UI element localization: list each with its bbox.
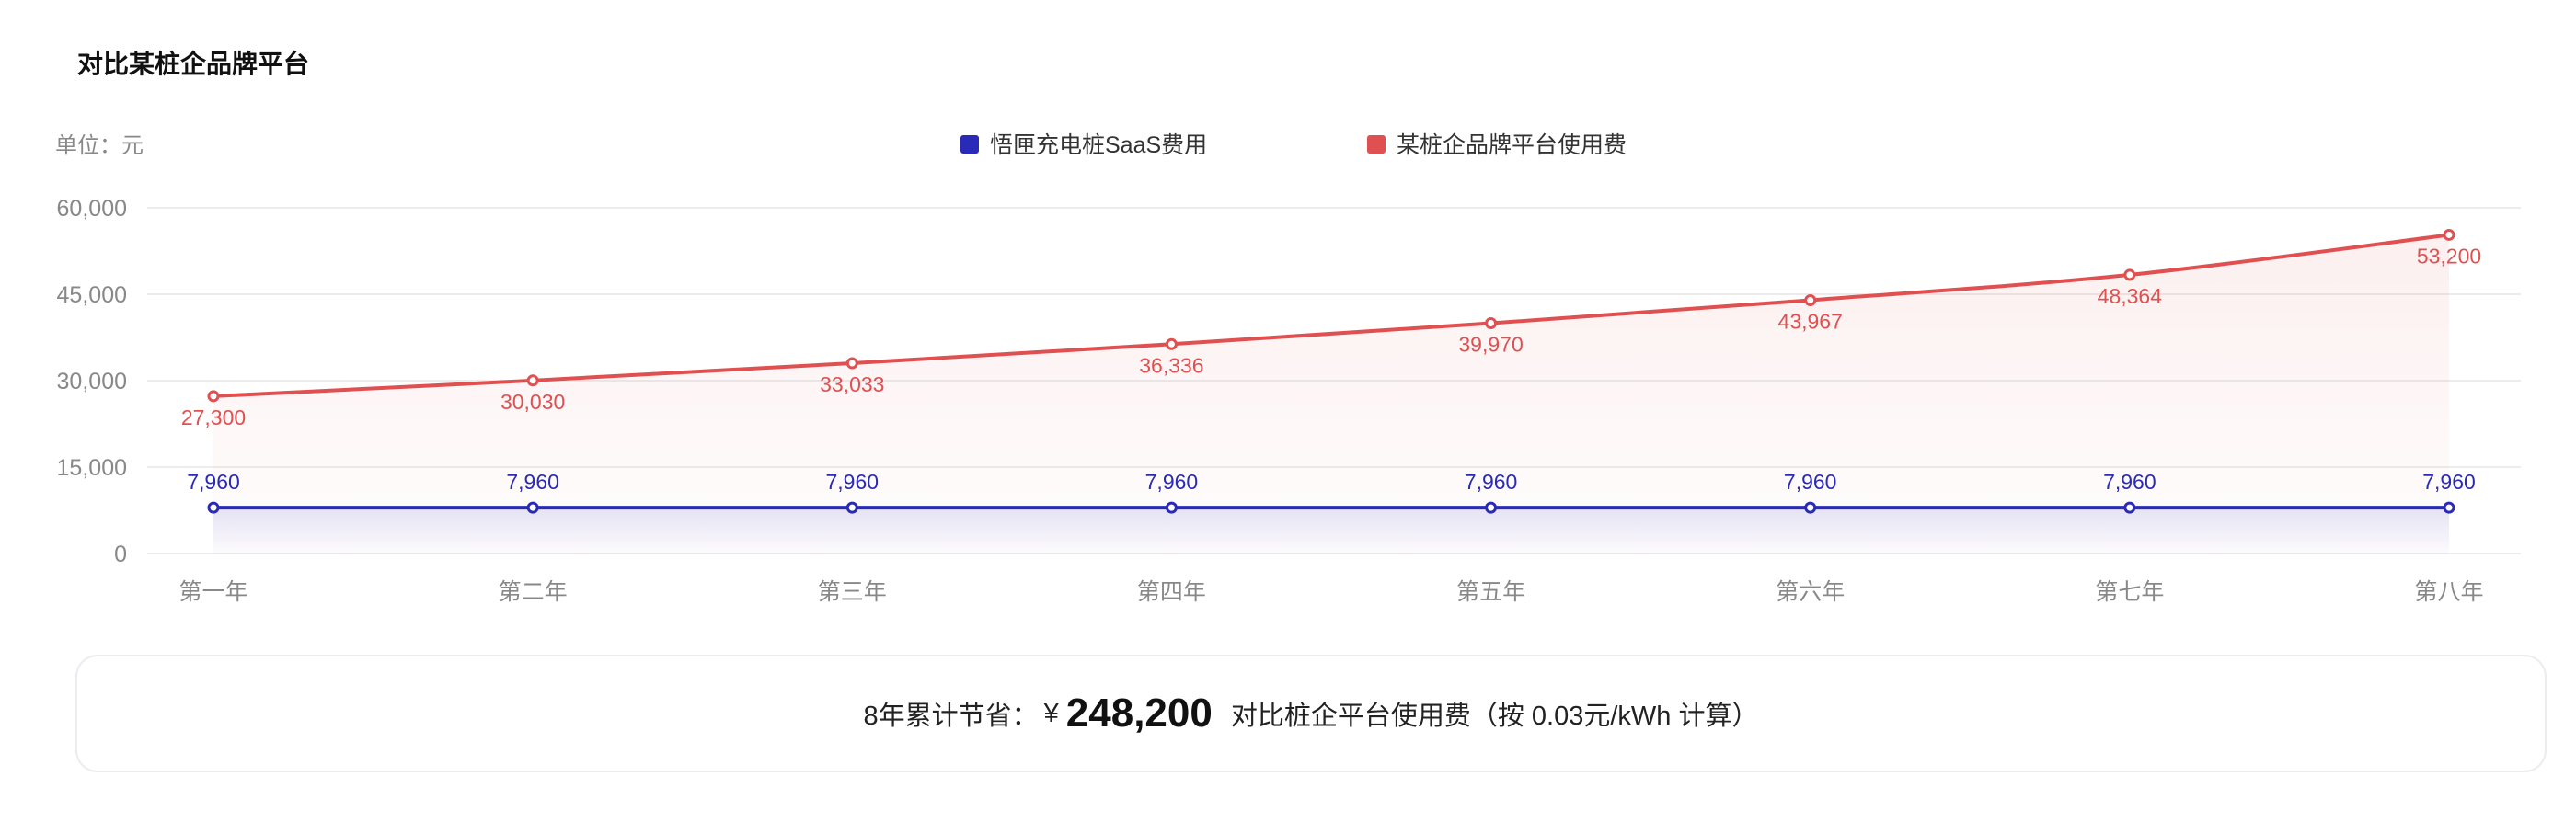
x-tick-label: 第五年 — [1456, 579, 1525, 605]
x-tick-label: 第六年 — [1776, 579, 1845, 605]
data-point — [1485, 501, 1498, 514]
data-point — [2443, 228, 2455, 241]
data-label: 39,970 — [1458, 333, 1523, 357]
data-label: 7,960 — [1784, 470, 1837, 494]
data-point — [207, 390, 220, 403]
legend-label: 悟匣充电桩SaaS费用 — [990, 132, 1207, 158]
series-line — [213, 233, 2450, 398]
data-label: 7,960 — [826, 470, 880, 494]
data-label: 7,960 — [2103, 470, 2156, 494]
data-point — [1485, 317, 1498, 330]
currency-symbol: ¥ — [1043, 698, 1059, 728]
savings-amount: 248,200 — [1065, 691, 1213, 736]
data-point — [526, 374, 539, 387]
data-point — [1165, 501, 1178, 514]
data-point — [845, 501, 858, 514]
legend-label: 某桩企品牌平台使用费 — [1397, 132, 1627, 158]
x-tick-label: 第七年 — [2095, 579, 2164, 605]
y-tick-label: 60,000 — [57, 196, 127, 222]
x-tick-label: 第三年 — [818, 579, 887, 605]
data-point — [207, 501, 220, 514]
data-label: 53,200 — [2417, 244, 2481, 268]
data-label: 7,960 — [187, 470, 240, 494]
savings-summary: 8年累计节省： ¥ 248,200 对比桩企平台使用费（按 0.03元/kWh … — [75, 655, 2547, 772]
y-tick-label: 45,000 — [57, 282, 127, 308]
data-label: 30,030 — [500, 390, 565, 414]
data-label: 7,960 — [2422, 470, 2476, 494]
data-label: 7,960 — [506, 470, 559, 494]
x-tick-label: 第一年 — [178, 579, 247, 605]
data-label: 33,033 — [820, 372, 884, 396]
legend-swatch — [960, 135, 979, 154]
data-label: 7,960 — [1145, 470, 1199, 494]
legend-swatch — [1367, 135, 1386, 154]
savings-note: 对比桩企平台使用费（按 0.03元/kWh 计算） — [1230, 702, 1759, 731]
comparison-card: 对比某桩企品牌平台 单位：元 0 15,000 30,000 45,000 60,000 第… — [22, 0, 2554, 809]
y-tick-label: 30,000 — [57, 369, 127, 394]
unit-label: 单位：元 — [55, 133, 144, 158]
data-point — [2123, 501, 2136, 514]
savings-label: 8年累计节省： — [863, 702, 1039, 731]
data-point — [2123, 268, 2136, 281]
data-point — [526, 501, 539, 514]
y-tick-label: 15,000 — [57, 455, 127, 481]
data-label: 43,967 — [1778, 309, 1843, 333]
data-point — [1165, 337, 1178, 350]
data-point — [2443, 501, 2455, 514]
data-label: 7,960 — [1465, 470, 1518, 494]
x-tick-label: 第二年 — [499, 579, 568, 605]
data-point — [1804, 501, 1817, 514]
x-tick-label: 第八年 — [2414, 579, 2483, 605]
data-label: 27,300 — [181, 405, 246, 429]
data-point — [845, 357, 858, 370]
data-label: 36,336 — [1139, 353, 1203, 377]
chart-title: 对比某桩企品牌平台 — [77, 50, 310, 78]
x-tick-label: 第四年 — [1137, 579, 1206, 605]
line-chart: 单位：元 0 15,000 30,000 45,000 60,000 第一年 第二年 第三年 第四… — [55, 132, 2521, 605]
data-label: 48,364 — [2098, 284, 2163, 308]
series-area — [213, 508, 2449, 554]
data-point — [1804, 293, 1817, 306]
series-area — [213, 234, 2449, 554]
y-tick-label: 0 — [114, 542, 127, 567]
